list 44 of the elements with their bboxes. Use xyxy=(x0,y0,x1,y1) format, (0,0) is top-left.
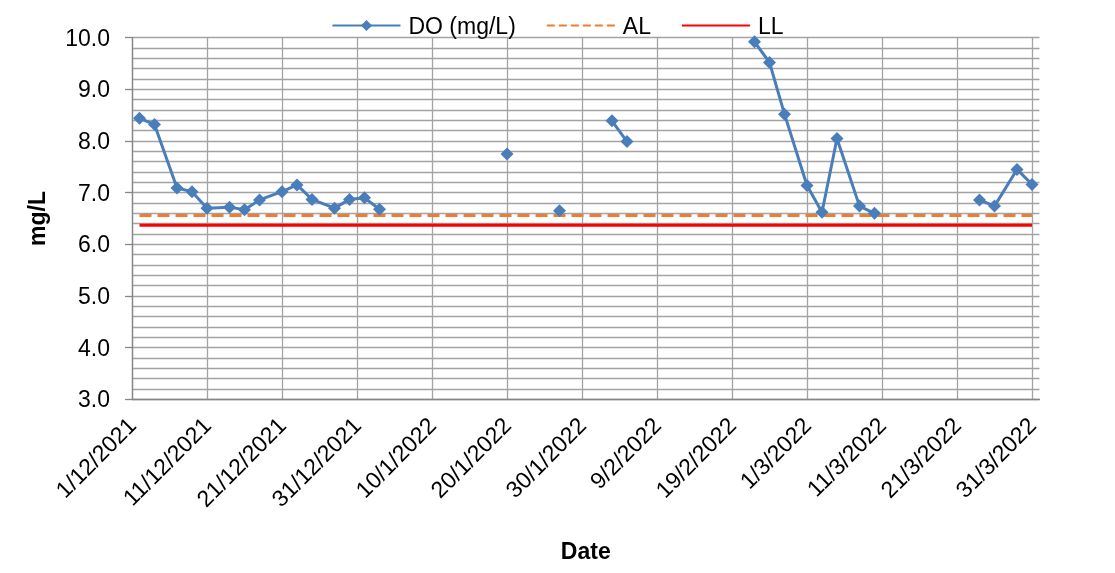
y-tick-label: 3.0 xyxy=(78,386,110,413)
point xyxy=(275,185,289,199)
y-tick-label: 9.0 xyxy=(78,76,110,103)
point xyxy=(253,193,266,207)
y-tick-label: 5.0 xyxy=(78,282,110,309)
y-axis-title: mg/L xyxy=(23,191,50,246)
y-tick-label: 4.0 xyxy=(78,334,110,361)
legend-label: LL xyxy=(757,12,784,39)
y-tick-label: 10.0 xyxy=(65,24,110,51)
point xyxy=(830,131,844,145)
point xyxy=(800,178,814,192)
point xyxy=(238,203,251,217)
point xyxy=(133,111,146,125)
point xyxy=(988,199,1001,213)
point xyxy=(358,191,371,205)
point xyxy=(373,202,386,216)
point xyxy=(748,35,761,49)
point xyxy=(223,200,236,214)
point xyxy=(305,192,319,206)
point xyxy=(1010,162,1024,176)
point xyxy=(620,135,634,149)
point xyxy=(170,181,184,195)
point xyxy=(853,199,866,213)
legend-label: AL xyxy=(622,12,652,39)
point xyxy=(148,117,161,131)
legend-label: DO (mg/L) xyxy=(408,12,516,39)
point xyxy=(1025,177,1039,191)
point xyxy=(553,204,566,218)
point xyxy=(868,206,881,220)
point xyxy=(778,107,791,121)
x-axis-title: Date xyxy=(560,537,611,564)
point xyxy=(185,185,199,199)
point xyxy=(200,201,214,215)
y-tick-label: 8.0 xyxy=(78,128,110,155)
point xyxy=(500,147,514,161)
point xyxy=(328,201,341,215)
y-tick-label: 7.0 xyxy=(78,179,110,206)
point xyxy=(605,114,619,128)
point xyxy=(290,178,304,192)
y-tick-label: 6.0 xyxy=(78,231,110,258)
point xyxy=(343,192,356,206)
point xyxy=(763,56,776,69)
point xyxy=(973,193,986,207)
point xyxy=(815,205,829,219)
